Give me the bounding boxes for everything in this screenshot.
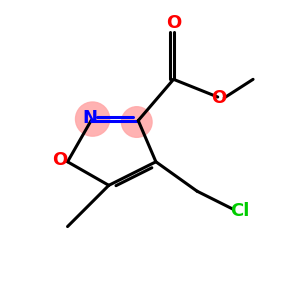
Text: O: O <box>52 151 68 169</box>
Text: N: N <box>82 109 97 127</box>
Text: O: O <box>212 89 227 107</box>
Text: Cl: Cl <box>230 202 250 220</box>
Text: O: O <box>166 14 181 32</box>
Circle shape <box>122 107 152 137</box>
Circle shape <box>76 102 110 136</box>
